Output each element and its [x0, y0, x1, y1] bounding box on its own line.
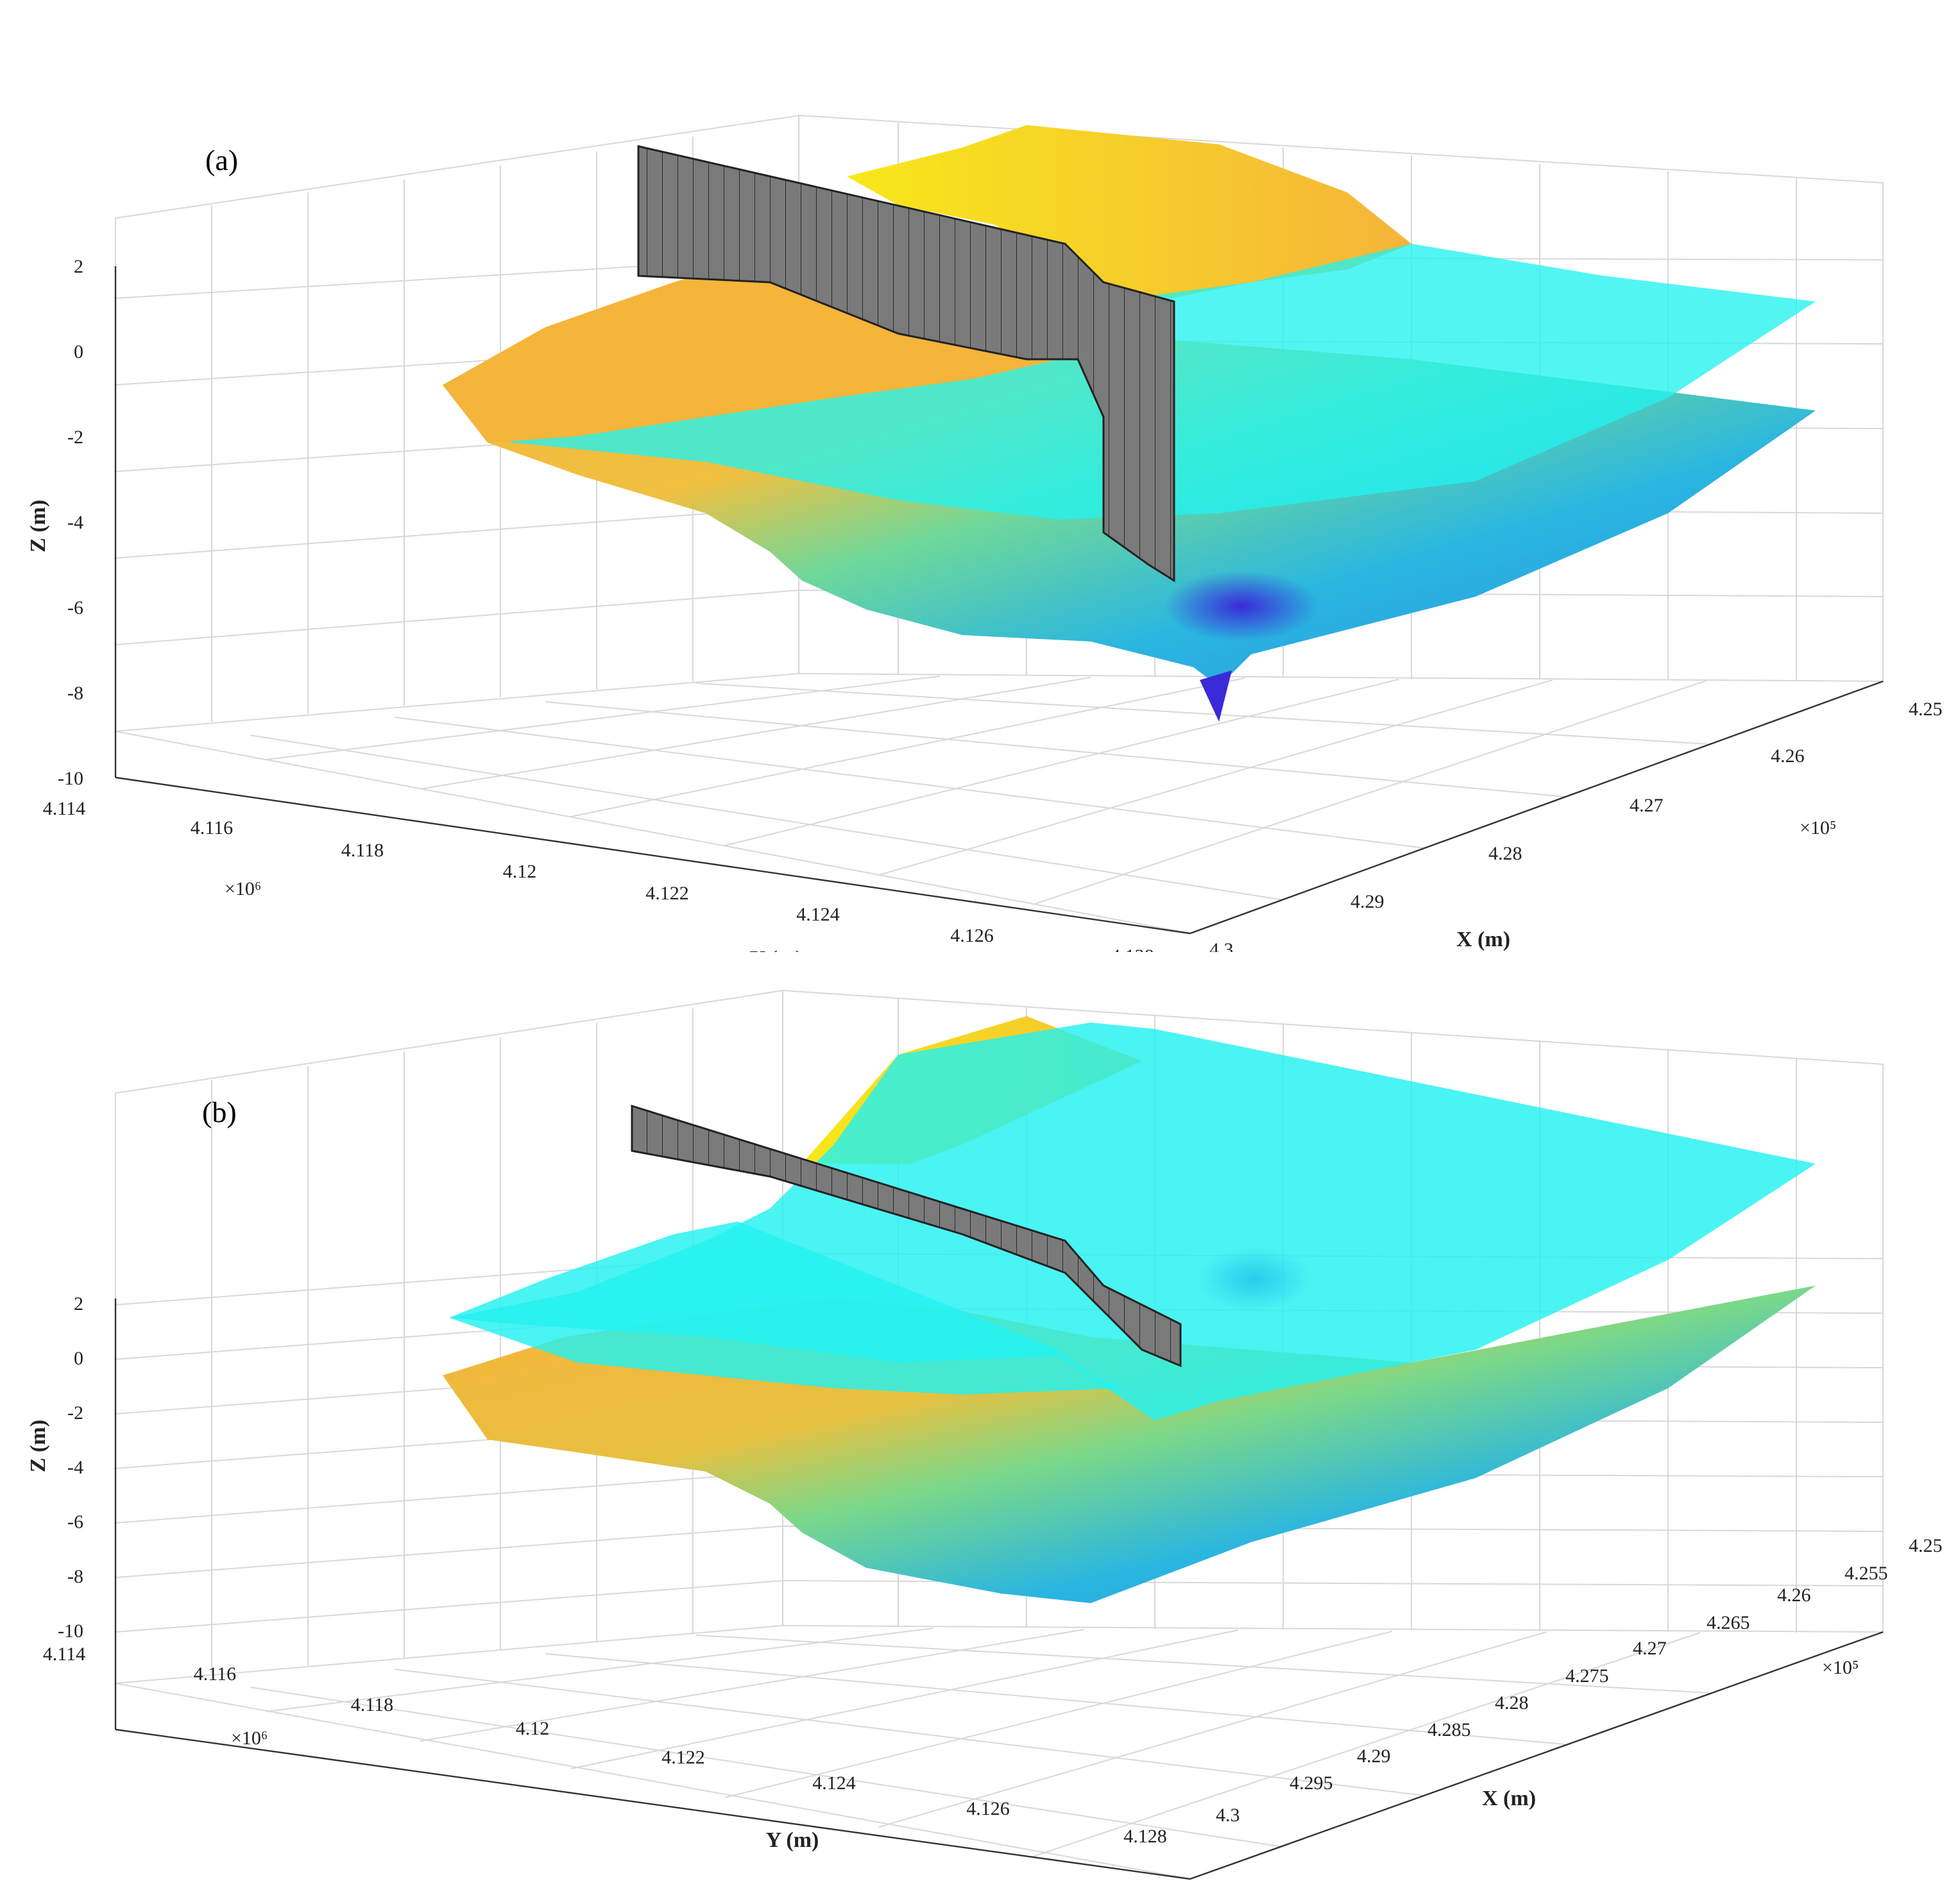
- z-tick-label: -10: [58, 1620, 83, 1642]
- y-ticks-a: 4.114 4.116 4.118 4.12 4.122 4.124 4.126…: [43, 798, 1154, 952]
- x-tick-label: 4.26: [1777, 1585, 1811, 1606]
- y-tick-label: 4.126: [950, 925, 994, 946]
- z-tick-label: -4: [67, 1457, 83, 1478]
- y-tick-label: 4.126: [966, 1798, 1010, 1819]
- y-tick-label: 4.124: [812, 1772, 856, 1794]
- z-ticks-a: 2 0 -2 -4 -6 -8 -10: [58, 256, 83, 789]
- z-axis-label-b: Z (m): [26, 1420, 50, 1472]
- x-tick-label: 4.255: [1845, 1563, 1888, 1584]
- x-tick-label: 4.3: [1209, 939, 1234, 952]
- surfaces-b: [443, 1016, 1816, 1603]
- bed-left-orange-a: [443, 263, 1059, 443]
- y-tick-label: 4.12: [516, 1718, 550, 1739]
- panel-label-a: (a): [205, 144, 238, 176]
- y-exponent-b: ×10⁶: [231, 1728, 268, 1749]
- z-tick-label: -6: [67, 1511, 83, 1533]
- y-ticks-b: 4.114 4.116 4.118 4.12 4.122 4.124 4.126…: [43, 1644, 1167, 1847]
- panel-a: (a) 2 0 -2 -4 -6 -8 -10 Z (m) 4.114 4.11…: [26, 114, 1943, 952]
- y-tick-label: 4.128: [1123, 1826, 1167, 1847]
- x-tick-label: 4.25: [1909, 1535, 1943, 1556]
- x-tick-label: 4.285: [1427, 1719, 1471, 1740]
- x-tick-label: 4.265: [1707, 1612, 1750, 1633]
- y-tick-label: 4.116: [191, 817, 233, 838]
- panel-label-b: (b): [202, 1096, 237, 1128]
- panel-b: (b) 2 0 -2 -4 -6 -8 -10 Z (m) 4.114 4.11…: [0, 952, 1960, 1904]
- x-tick-label: 4.27: [1633, 1638, 1667, 1659]
- wall-a: [637, 145, 1175, 582]
- z-tick-label: -2: [67, 1402, 83, 1424]
- x-axis-label-a: X (m): [1456, 928, 1510, 951]
- y-tick-label: 4.122: [645, 883, 689, 904]
- y-axis-label-a: Y (m): [750, 947, 803, 952]
- y-tick-label: 4.124: [796, 904, 840, 925]
- z-tick-label: -8: [67, 683, 83, 704]
- y-tick-label: 4.118: [351, 1694, 393, 1715]
- x-exponent-a: ×10⁵: [1800, 817, 1836, 838]
- z-tick-label: -10: [58, 768, 83, 789]
- bed-spike-a: [1200, 670, 1232, 722]
- z-ticks-b: 2 0 -2 -4 -6 -8 -10: [58, 1293, 83, 1642]
- x-exponent-b: ×10⁵: [1822, 1657, 1859, 1678]
- y-exponent-a: ×10⁶: [225, 878, 261, 899]
- z-tick-label: -2: [67, 427, 83, 448]
- x-tick-label: 4.3: [1216, 1805, 1240, 1826]
- z-tick-label: -4: [67, 512, 83, 533]
- y-tick-label: 4.114: [43, 1644, 85, 1665]
- y-tick-label: 4.116: [194, 1663, 236, 1685]
- z-tick-label: -8: [67, 1566, 83, 1587]
- z-axis-label-a: Z (m): [26, 500, 50, 552]
- x-tick-label: 4.29: [1357, 1746, 1391, 1767]
- y-tick-label: 4.122: [661, 1747, 705, 1768]
- bed-top-a: [847, 125, 1411, 302]
- z-tick-label: 0: [74, 341, 83, 362]
- x-tick-label: 4.28: [1495, 1692, 1529, 1713]
- y-tick-label: 4.12: [503, 861, 537, 882]
- z-tick-label: -6: [67, 597, 83, 618]
- y-tick-label: 4.128: [1111, 946, 1154, 952]
- y-tick-label: 4.118: [341, 840, 384, 861]
- y-axis-label-b: Y (m): [766, 1828, 819, 1852]
- x-ticks-a: 4.25 4.26 4.27 4.28 4.29 4.3: [1209, 699, 1943, 952]
- y-tick-label: 4.114: [43, 798, 85, 819]
- wall-b: [631, 1104, 1182, 1368]
- z-tick-label: 2: [74, 1293, 83, 1314]
- chart-b-svg: (b) 2 0 -2 -4 -6 -8 -10 Z (m) 4.114 4.11…: [26, 989, 1943, 1880]
- bed-depression-a: [1164, 571, 1318, 642]
- axes-a: [114, 266, 1884, 935]
- chart-a-svg: (a) 2 0 -2 -4 -6 -8 -10 Z (m) 4.114 4.11…: [26, 114, 1943, 952]
- water-left-b: [449, 1221, 1123, 1395]
- x-tick-label: 4.28: [1488, 843, 1522, 864]
- x-axis-label-b: X (m): [1482, 1787, 1536, 1810]
- x-tick-label: 4.29: [1351, 891, 1385, 912]
- x-ticks-b: 4.25 4.255 4.26 4.265 4.27 4.275 4.28 4.…: [1216, 1535, 1943, 1826]
- z-tick-label: 0: [74, 1348, 83, 1369]
- axes-b: [114, 1298, 1884, 1880]
- z-tick-label: 2: [74, 256, 83, 277]
- surfaces-a: [443, 125, 1816, 722]
- x-tick-label: 4.275: [1565, 1665, 1609, 1687]
- x-tick-label: 4.26: [1771, 745, 1805, 767]
- x-tick-label: 4.27: [1630, 795, 1664, 816]
- x-tick-label: 4.25: [1909, 699, 1943, 720]
- x-tick-label: 4.295: [1290, 1772, 1333, 1794]
